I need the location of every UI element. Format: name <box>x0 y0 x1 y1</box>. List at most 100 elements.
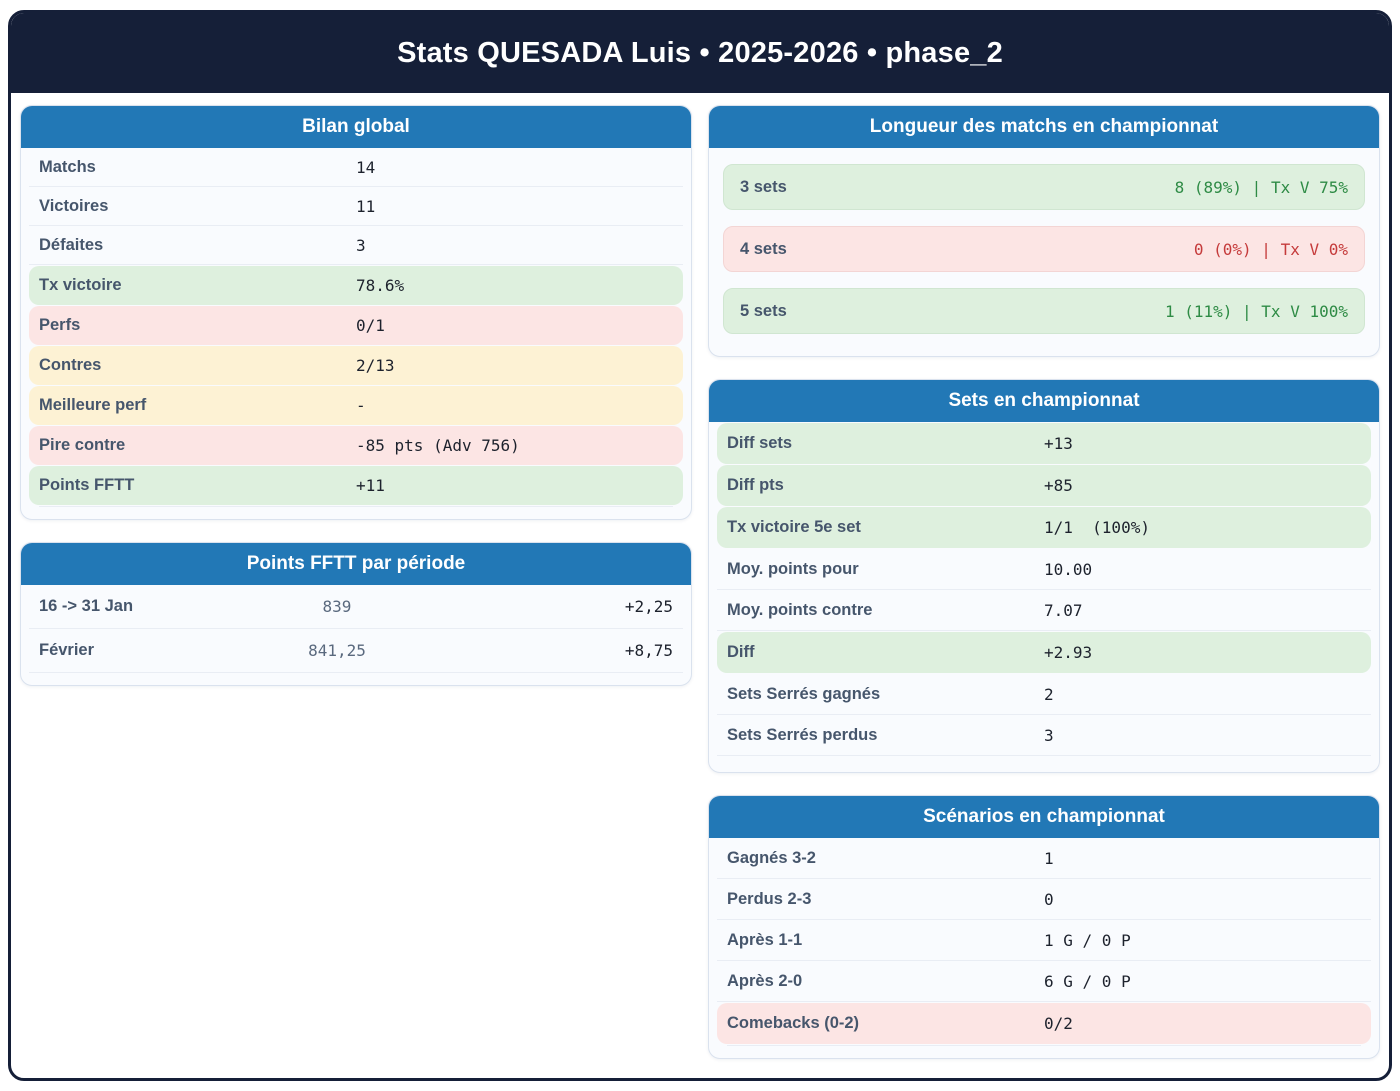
card-bilan-global: Bilan global Matchs 14 Victoires 11 Défa… <box>20 105 692 520</box>
stat-label: Sets Serrés gagnés <box>727 684 881 703</box>
stat-label: Moy. points pour <box>727 559 859 578</box>
card-sets-championnat: Sets en championnat Diff sets +13 Diff p… <box>708 379 1380 773</box>
stat-value: +2.93 <box>1044 643 1093 662</box>
period-points: 839 <box>322 597 352 616</box>
stat-label: Victoires <box>39 196 109 215</box>
stat-value: 6 G / 0 P <box>1044 971 1131 991</box>
stat-label: Après 1-1 <box>727 930 803 949</box>
stat-value: 11 <box>356 196 376 216</box>
stat-label: Diff pts <box>727 476 784 494</box>
stat-row-points-fftt: Points FFTT +11 <box>29 466 683 505</box>
stat-label: Défaites <box>39 235 104 254</box>
stat-label: Meilleure perf <box>39 396 147 414</box>
page-title: Stats QUESADA Luis • 2025-2026 • phase_2 <box>397 36 1003 69</box>
match-length-row-5sets: 5 sets 1 (11%) | Tx V 100% <box>723 288 1365 334</box>
stat-value: 0 <box>1044 889 1054 909</box>
stat-value: 0/1 <box>356 316 385 335</box>
card-sets-body: Diff sets +13 Diff pts +85 Tx victoire 5… <box>709 423 1379 772</box>
stat-value: 1/1 (100%) <box>1044 518 1150 537</box>
stats-page: Stats QUESADA Luis • 2025-2026 • phase_2… <box>8 10 1392 1081</box>
stat-label: Après 2-0 <box>727 971 803 990</box>
stat-row-defaites: Défaites 3 <box>29 226 683 265</box>
card-scenarios-title: Scénarios en championnat <box>709 796 1379 838</box>
match-length-value: 8 (89%) | Tx V 75% <box>1174 177 1348 197</box>
stat-value: 2/13 <box>356 356 395 375</box>
card-longueur-title: Longueur des matchs en championnat <box>709 106 1379 148</box>
period-delta: +8,75 <box>624 641 673 660</box>
stat-label: Diff sets <box>727 434 793 452</box>
stat-row-diff-sets: Diff sets +13 <box>717 423 1371 464</box>
stat-label: Pire contre <box>39 436 126 454</box>
period-label: 16 -> 31 Jan <box>39 597 134 615</box>
stat-label: Tx victoire <box>39 276 122 294</box>
card-sets-title: Sets en championnat <box>709 380 1379 422</box>
stat-value: 10.00 <box>1044 559 1093 579</box>
stat-value: +11 <box>356 476 385 495</box>
stat-label: Perfs <box>39 316 81 334</box>
stat-row-tx-victoire-5e: Tx victoire 5e set 1/1 (100%) <box>717 507 1371 548</box>
stat-value: 7.07 <box>1044 600 1083 620</box>
card-scenarios-body: Gagnés 3-2 1 Perdus 2-3 0 Après 1-1 1 G … <box>709 838 1379 1058</box>
stat-row-matchs: Matchs 14 <box>29 148 683 187</box>
stat-row-sets-serres-perdus: Sets Serrés perdus 3 <box>717 715 1371 756</box>
stat-row-moy-points-contre: Moy. points contre 7.07 <box>717 590 1371 631</box>
period-row-jan: 16 -> 31 Jan 839 +2,25 <box>29 585 683 629</box>
stat-label: Matchs <box>39 157 96 176</box>
card-bilan-body: Matchs 14 Victoires 11 Défaites 3 Tx vic… <box>21 148 691 519</box>
stat-label: Points FFTT <box>39 476 135 494</box>
stat-row-tx-victoire: Tx victoire 78.6% <box>29 266 683 305</box>
content-area: Bilan global Matchs 14 Victoires 11 Défa… <box>11 93 1389 1078</box>
stat-row-perdus-2-3: Perdus 2-3 0 <box>717 879 1371 920</box>
stat-row-victoires: Victoires 11 <box>29 187 683 226</box>
stat-value: - <box>356 396 366 415</box>
card-longueur-matchs: Longueur des matchs en championnat 3 set… <box>708 105 1380 357</box>
match-length-value: 0 (0%) | Tx V 0% <box>1193 239 1348 259</box>
stat-label: Perdus 2-3 <box>727 889 812 908</box>
card-points-periode-body: 16 -> 31 Jan 839 +2,25 Février 841,25 +8… <box>21 585 691 685</box>
match-length-label: 5 sets <box>740 301 787 320</box>
stat-value: +13 <box>1044 434 1073 453</box>
period-label: Février <box>39 641 95 659</box>
left-column: Bilan global Matchs 14 Victoires 11 Défa… <box>20 105 692 1078</box>
period-row-fevrier: Février 841,25 +8,75 <box>29 629 683 673</box>
stat-row-gagnes-3-2: Gagnés 3-2 1 <box>717 838 1371 879</box>
match-length-row-3sets: 3 sets 8 (89%) | Tx V 75% <box>723 164 1365 210</box>
stat-value: 14 <box>356 157 376 177</box>
right-column: Longueur des matchs en championnat 3 set… <box>708 105 1380 1078</box>
stat-value: 1 <box>1044 848 1054 868</box>
period-delta: +2,25 <box>624 597 673 616</box>
stat-value: 78.6% <box>356 276 405 295</box>
stat-value: 1 G / 0 P <box>1044 930 1131 950</box>
card-points-periode-title: Points FFTT par période <box>21 543 691 585</box>
stat-row-perfs: Perfs 0/1 <box>29 306 683 345</box>
stat-label: Moy. points contre <box>727 600 873 619</box>
stat-value: -85 pts (Adv 756) <box>356 436 520 455</box>
stat-label: Comebacks (0-2) <box>727 1014 860 1032</box>
card-points-periode: Points FFTT par période 16 -> 31 Jan 839… <box>20 542 692 686</box>
stat-value: +85 <box>1044 476 1073 495</box>
stat-label: Sets Serrés perdus <box>727 725 878 744</box>
stat-row-diff-pts: Diff pts +85 <box>717 465 1371 506</box>
stat-label: Gagnés 3-2 <box>727 848 816 867</box>
stat-row-contres: Contres 2/13 <box>29 346 683 385</box>
stat-row-meilleure-perf: Meilleure perf - <box>29 386 683 425</box>
stat-row-sets-serres-gagnes: Sets Serrés gagnés 2 <box>717 674 1371 715</box>
stat-label: Diff <box>727 643 755 661</box>
page-header: Stats QUESADA Luis • 2025-2026 • phase_2 <box>11 13 1389 93</box>
match-length-label: 4 sets <box>740 239 787 258</box>
match-length-row-4sets: 4 sets 0 (0%) | Tx V 0% <box>723 226 1365 272</box>
stat-value: 2 <box>1044 684 1054 704</box>
stat-row-pire-contre: Pire contre -85 pts (Adv 756) <box>29 426 683 465</box>
stat-row-diff: Diff +2.93 <box>717 632 1371 673</box>
match-length-value: 1 (11%) | Tx V 100% <box>1164 301 1348 321</box>
stat-label: Contres <box>39 356 102 374</box>
stat-row-apres-1-1: Après 1-1 1 G / 0 P <box>717 920 1371 961</box>
stat-row-moy-points-pour: Moy. points pour 10.00 <box>717 549 1371 590</box>
stat-value: 3 <box>1044 725 1054 745</box>
card-scenarios: Scénarios en championnat Gagnés 3-2 1 Pe… <box>708 795 1380 1059</box>
card-longueur-body: 3 sets 8 (89%) | Tx V 75% 4 sets 0 (0%) … <box>709 164 1379 356</box>
stat-row-comebacks: Comebacks (0-2) 0/2 <box>717 1003 1371 1044</box>
match-length-label: 3 sets <box>740 177 787 196</box>
stat-label: Tx victoire 5e set <box>727 518 861 536</box>
stat-value: 3 <box>356 235 366 255</box>
